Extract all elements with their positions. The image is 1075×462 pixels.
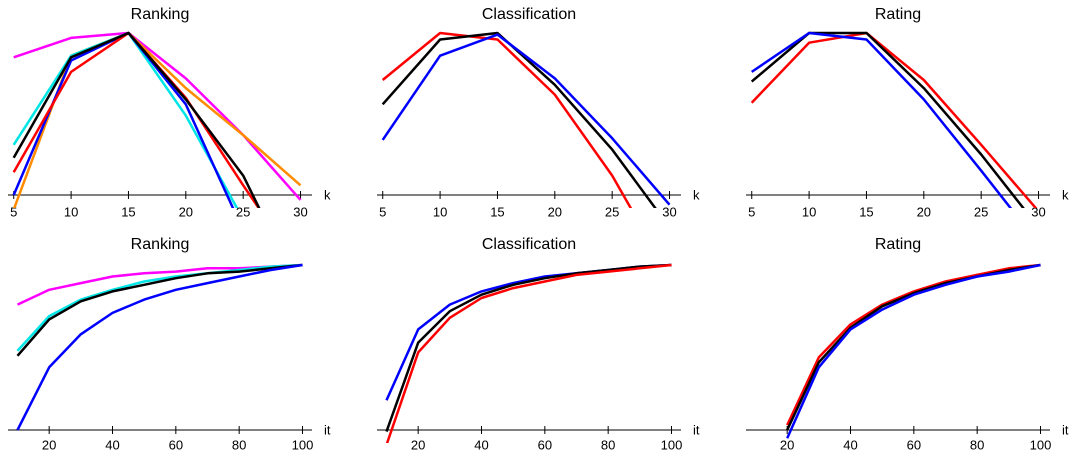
x-tick-label: 20 xyxy=(411,437,425,452)
x-tick-label: 20 xyxy=(917,204,931,219)
plot-area xyxy=(750,31,1038,208)
series-line xyxy=(16,263,303,431)
x-tick-label: 10 xyxy=(802,204,816,219)
chart-title: Classification xyxy=(482,6,576,23)
series-line xyxy=(381,33,671,206)
series-line xyxy=(786,263,1041,431)
x-axis-label: k xyxy=(1062,187,1069,202)
series-line xyxy=(750,31,1013,208)
x-tick-label: 80 xyxy=(601,437,615,452)
panel: Ranking it 20 40 60 80 100 xyxy=(8,236,331,452)
x-tick-label: 30 xyxy=(1031,204,1045,219)
x-tick-label: 60 xyxy=(169,437,183,452)
x-tick-label: 100 xyxy=(1030,437,1052,452)
plot-area xyxy=(786,263,1041,439)
x-tick-label: 15 xyxy=(121,204,135,219)
chart-title: Rating xyxy=(875,236,921,253)
x-tick-label: 10 xyxy=(433,204,447,219)
chart-title: Classification xyxy=(482,236,576,253)
chart-title: Ranking xyxy=(131,236,190,253)
x-tick-label: 5 xyxy=(10,204,17,219)
panel: Ranking k 5 10 15 20 25 30 xyxy=(8,6,331,219)
x-tick-label: 40 xyxy=(105,437,119,452)
x-tick-label: 25 xyxy=(974,204,988,219)
x-tick-label: 10 xyxy=(64,204,78,219)
x-tick-label: 100 xyxy=(292,437,314,452)
x-tick-label: 30 xyxy=(662,204,676,219)
x-tick-label: 100 xyxy=(661,437,683,452)
x-tick-label: 30 xyxy=(293,204,307,219)
x-tick-label: 80 xyxy=(232,437,246,452)
series-line xyxy=(381,31,657,208)
x-tick-label: 25 xyxy=(236,204,250,219)
x-axis-label: k xyxy=(693,187,700,202)
x-tick-label: 60 xyxy=(538,437,552,452)
x-tick-label: 40 xyxy=(843,437,857,452)
panel: Classification it 20 40 60 80 100 xyxy=(377,236,700,452)
x-tick-label: 20 xyxy=(548,204,562,219)
plot-area xyxy=(385,263,672,443)
series-line xyxy=(16,263,303,357)
x-tick-label: 25 xyxy=(605,204,619,219)
chart-title: Ranking xyxy=(131,6,190,23)
plot-area xyxy=(381,31,671,208)
x-tick-label: 40 xyxy=(474,437,488,452)
series-line xyxy=(786,263,1041,439)
series-line xyxy=(13,31,302,201)
series-line xyxy=(750,31,1038,208)
series-line xyxy=(750,31,1025,208)
series-line xyxy=(12,31,302,208)
series-line xyxy=(786,263,1041,426)
series-line xyxy=(12,31,261,208)
x-axis-label: it xyxy=(324,422,331,437)
series-line xyxy=(12,31,235,208)
x-tick-label: 20 xyxy=(42,437,56,452)
x-tick-label: 20 xyxy=(780,437,794,452)
chart-title: Rating xyxy=(875,6,921,23)
series-line xyxy=(16,263,303,352)
series-line xyxy=(16,263,303,306)
panel: Classification k 5 10 15 20 25 30 xyxy=(377,6,700,219)
series-line xyxy=(385,263,672,443)
plot-area xyxy=(16,263,303,431)
plot-area xyxy=(12,31,302,208)
series-line xyxy=(381,31,633,208)
x-tick-label: 15 xyxy=(859,204,873,219)
x-tick-label: 15 xyxy=(490,204,504,219)
panel: Rating it 20 40 60 80 100 xyxy=(746,236,1069,452)
x-tick-label: 60 xyxy=(907,437,921,452)
x-tick-label: 20 xyxy=(179,204,193,219)
series-line xyxy=(385,263,672,433)
series-line xyxy=(12,31,239,208)
x-axis-label: it xyxy=(693,422,700,437)
x-tick-label: 5 xyxy=(379,204,386,219)
x-tick-label: 80 xyxy=(970,437,984,452)
panel: Rating k 5 10 15 20 25 30 xyxy=(746,6,1069,219)
x-axis-label: it xyxy=(1062,422,1069,437)
x-tick-label: 5 xyxy=(748,204,755,219)
x-axis-label: k xyxy=(324,187,331,202)
